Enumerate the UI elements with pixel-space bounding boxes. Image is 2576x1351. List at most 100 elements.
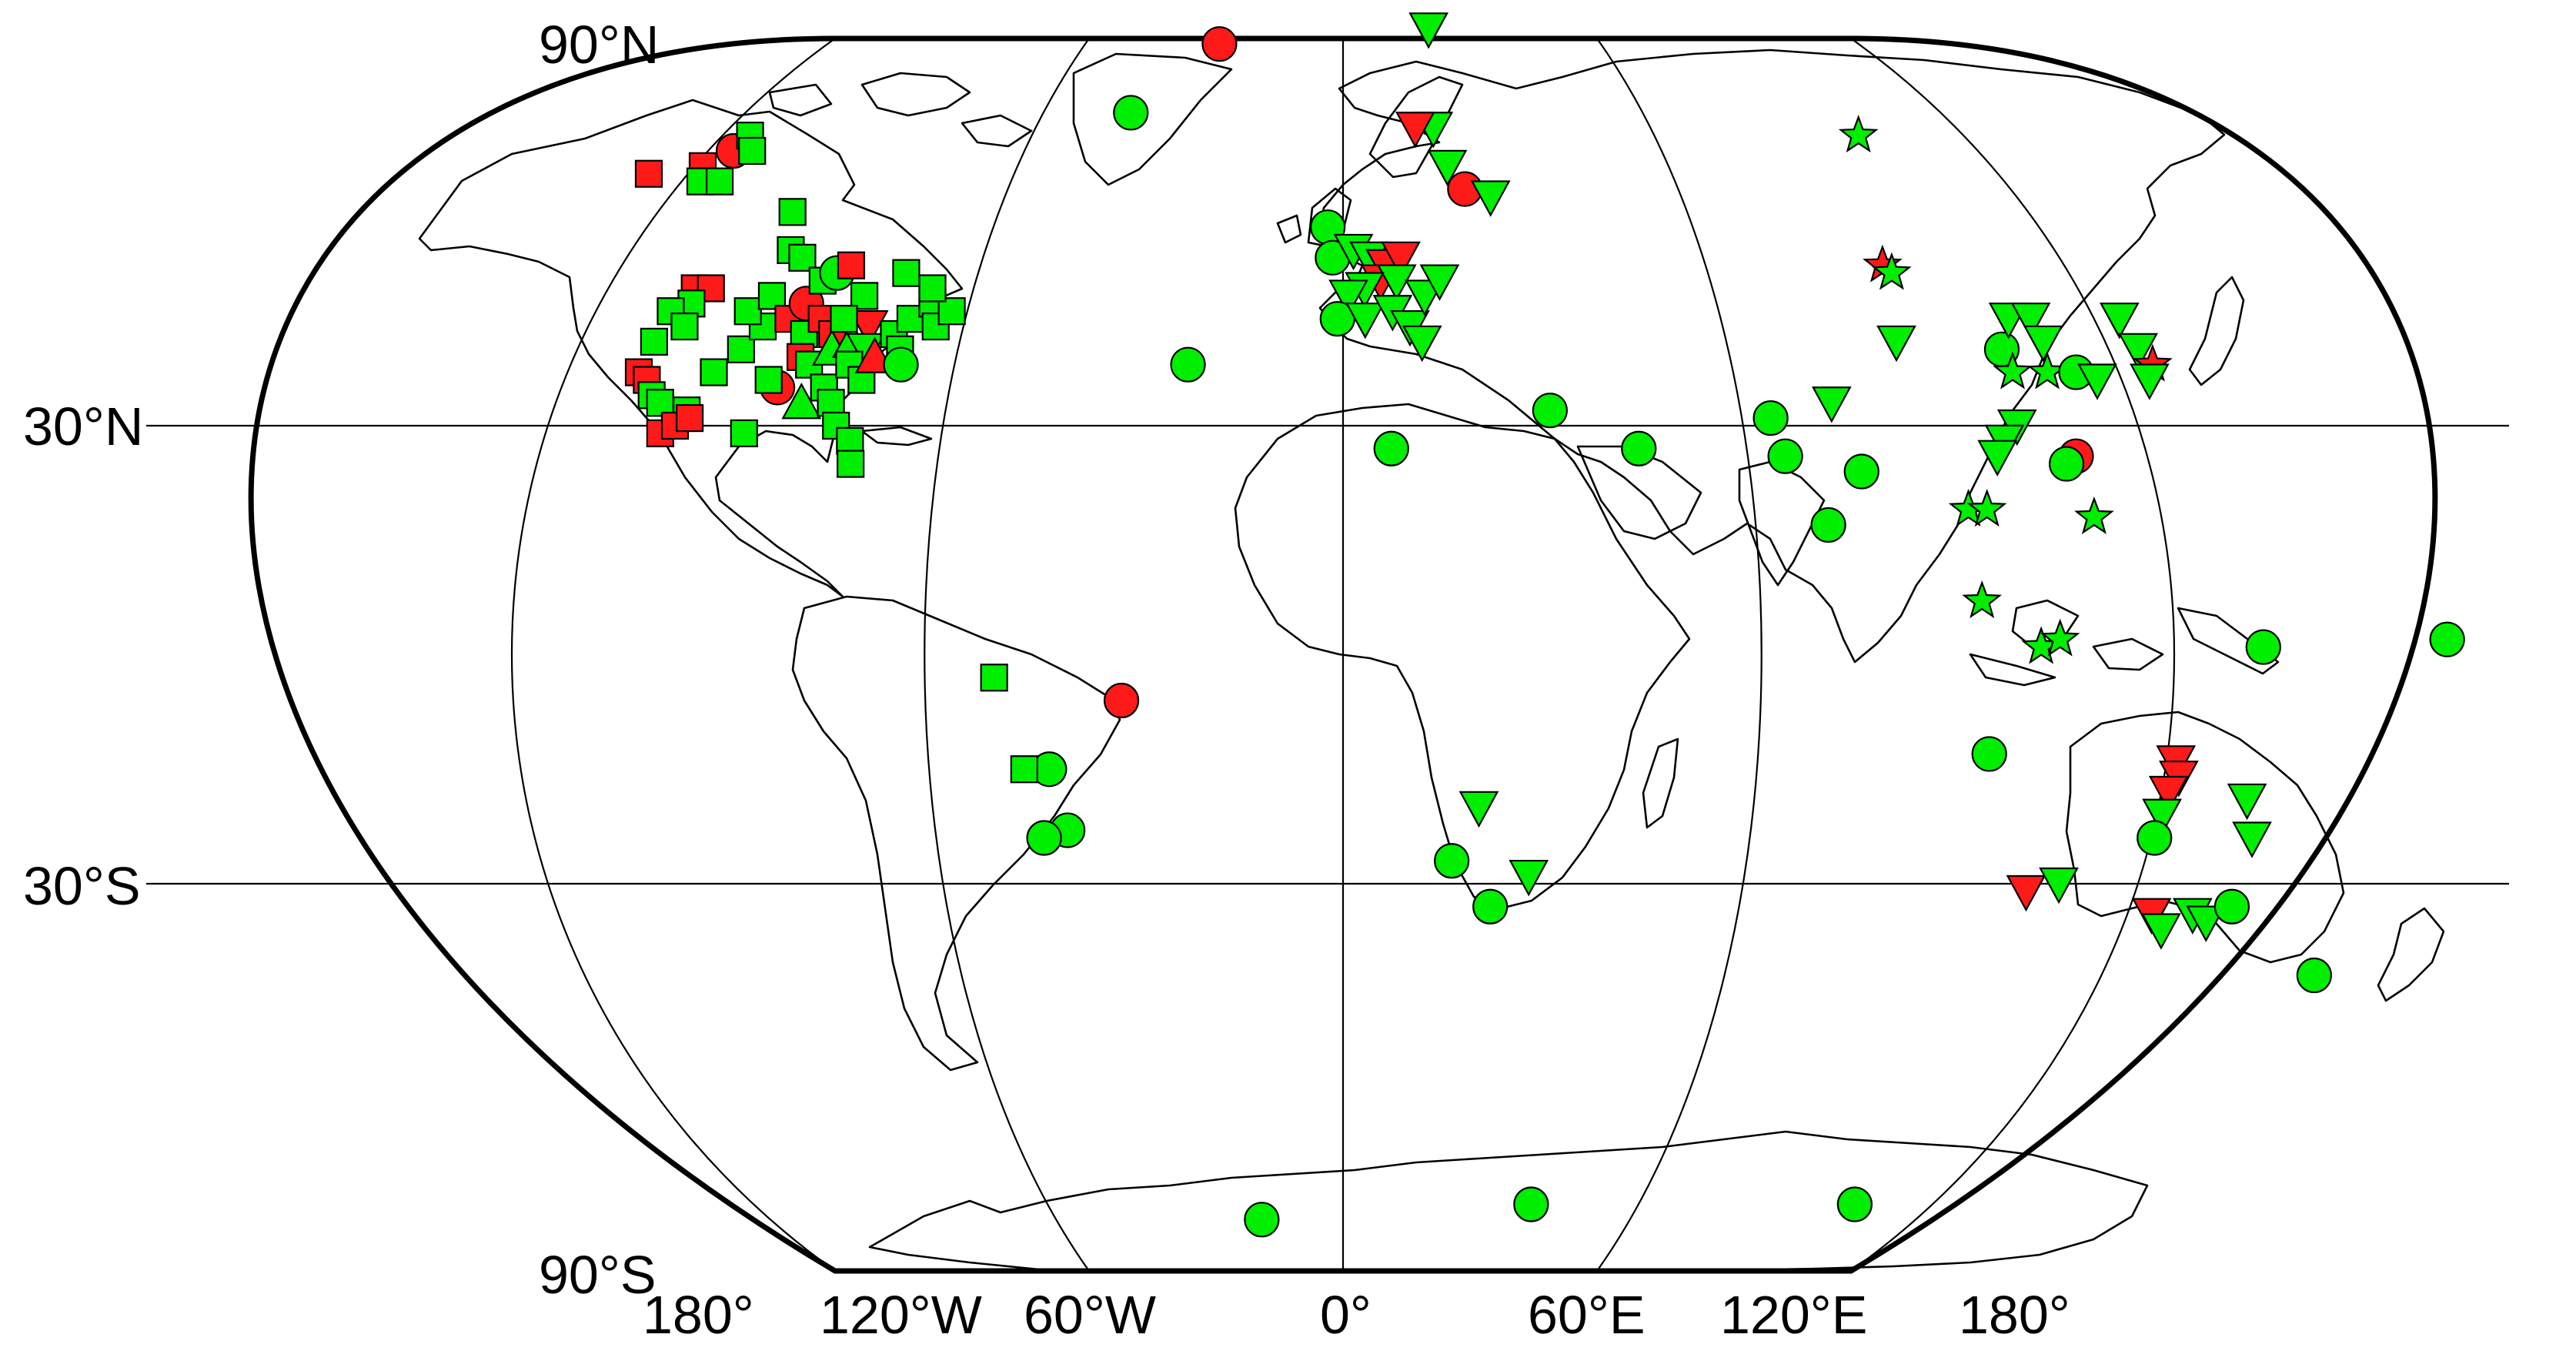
station-marker-triangle-down-green (1977, 440, 2017, 477)
station-marker-triangle-down-green (2142, 798, 2182, 836)
station-marker-triangle-down-red (848, 309, 889, 347)
station-marker-square-green (837, 450, 865, 478)
greenland-coast (1072, 52, 1233, 186)
station-marker-triangle-down-green (2077, 363, 2117, 400)
station-marker-square-green (850, 282, 879, 310)
station-marker-square-green (830, 305, 858, 333)
scandinavia-coast (1368, 75, 1464, 179)
lon-label-0: 0° (1320, 1285, 1372, 1345)
coastlines (418, 48, 2445, 1272)
station-marker-triangle-down-green (2186, 905, 2227, 942)
station-marker-circle-green (1752, 400, 1789, 436)
station-marker-star-green (2040, 618, 2080, 657)
station-marker-circle-green (1532, 393, 1569, 429)
station-marker-triangle-down-green (1345, 303, 1385, 339)
station-marker-circle-green (2137, 820, 2173, 856)
station-marker-triangle-down-green (1402, 325, 1442, 363)
station-marker-triangle-down-green (2010, 303, 2051, 339)
station-marker-circle-green (1170, 346, 1206, 383)
station-marker-circle-green (1767, 438, 1803, 474)
lon-label-60w: 60°W (1024, 1285, 1156, 1345)
station-marker-triangle-down-red (1381, 241, 1421, 279)
station-marker-square-green (730, 419, 758, 448)
lat-label-90n: 90°N (539, 15, 659, 75)
station-marker-triangle-down-green (1509, 859, 1549, 897)
lon-label-120w: 120°W (820, 1285, 982, 1345)
station-marker-square-green (788, 243, 817, 272)
station-marker-triangle-down-green (1470, 180, 1511, 217)
station-marker-triangle-down-green (2129, 363, 2170, 400)
station-marker-square-green (727, 335, 755, 363)
station-marker-star-green (1962, 580, 2003, 619)
station-marker-square-red (676, 403, 704, 433)
station-marker-square-green (918, 274, 947, 303)
station-marker-star-green (1966, 488, 2007, 527)
station-marker-triangle-down-green (1419, 264, 1460, 301)
station-marker-square-green (937, 297, 966, 326)
station-marker-circle-green (1026, 820, 1062, 856)
station-marker-square-green (790, 319, 818, 349)
meridian-60e (1596, 38, 1762, 1272)
station-marker-star-green (2074, 496, 2114, 534)
station-marker-square-green (738, 136, 767, 166)
station-marker-star-green (1838, 115, 1879, 153)
station-marker-triangle-down-green (2232, 821, 2272, 858)
station-marker-circle-green (2048, 446, 2085, 482)
australia-coast (2065, 711, 2345, 964)
station-marker-square-green (646, 389, 674, 417)
station-marker-square-green (892, 259, 920, 287)
station-marker-square-red (837, 251, 866, 279)
station-marker-circle-green (1971, 736, 2007, 772)
madagascar-coast (1642, 737, 1679, 829)
lon-label-120e: 120°E (1720, 1285, 1867, 1345)
station-marker-square-green (670, 312, 699, 341)
station-marker-circle-green (1113, 95, 1149, 131)
station-marker-triangle-down-green (1328, 279, 1368, 316)
station-marker-triangle-down-green (1408, 12, 1449, 49)
southeast-asia-islands-coast (1969, 599, 2280, 687)
station-marker-circle-green (1244, 1202, 1280, 1238)
lat-label-30n: 30°N (23, 396, 143, 456)
station-marker-triangle-down-red (1395, 112, 1435, 149)
station-marker-triangle-down-red (2148, 775, 2189, 813)
station-marker-triangle-down-green (1427, 149, 1468, 187)
station-marker-square-green (733, 297, 762, 326)
station-marker-square-green (1010, 755, 1038, 784)
africa-coast (1234, 403, 1691, 910)
station-marker-circle-green (2213, 888, 2250, 925)
station-marker-triangle-down-green (1876, 325, 1916, 363)
station-marker-triangle-down-green (1376, 264, 1417, 301)
station-marker-circle-green (883, 346, 919, 383)
station-markers (624, 12, 2465, 1238)
station-marker-triangle-down-green (2227, 783, 2267, 821)
meridian-120w (511, 38, 836, 1272)
lon-label-180e: 180° (1959, 1285, 2070, 1345)
station-marker-square-green (757, 282, 787, 310)
station-marker-triangle-down-green (2023, 325, 2063, 363)
lat-label-30s: 30°S (23, 856, 141, 916)
lon-label-60e: 60°E (1528, 1285, 1645, 1345)
station-marker-star-green (1993, 351, 2033, 390)
station-marker-circle-green (1472, 888, 1509, 925)
station-marker-circle-red (1103, 682, 1140, 719)
station-marker-square-green (640, 327, 669, 356)
station-marker-star-green (1872, 252, 1912, 290)
station-marker-circle-green (1843, 453, 1879, 490)
station-marker-square-green (700, 358, 728, 386)
station-marker-circle-green (1513, 1186, 1549, 1222)
station-marker-circle-green (2245, 629, 2281, 665)
station-marker-triangle-down-green (2141, 913, 2181, 950)
station-marker-circle-green (1434, 843, 1470, 879)
south-america-coast (791, 595, 1121, 1072)
arctic-islands-coast (768, 72, 1033, 148)
meridian-120e (1850, 38, 2175, 1272)
station-marker-circle-green (1836, 1186, 1873, 1222)
station-marker-circle-green (1621, 430, 1657, 466)
axis-labels: 90°N 30°N 30°S 90°S 180° 120°W 60°W 0° 6… (23, 15, 2070, 1345)
station-marker-square-green (980, 664, 1008, 692)
new-zealand-coast (2377, 907, 2445, 1002)
station-marker-circle-green (2429, 621, 2465, 657)
lat-label-90s: 90°S (539, 1245, 657, 1305)
station-marker-square-green (778, 198, 807, 226)
